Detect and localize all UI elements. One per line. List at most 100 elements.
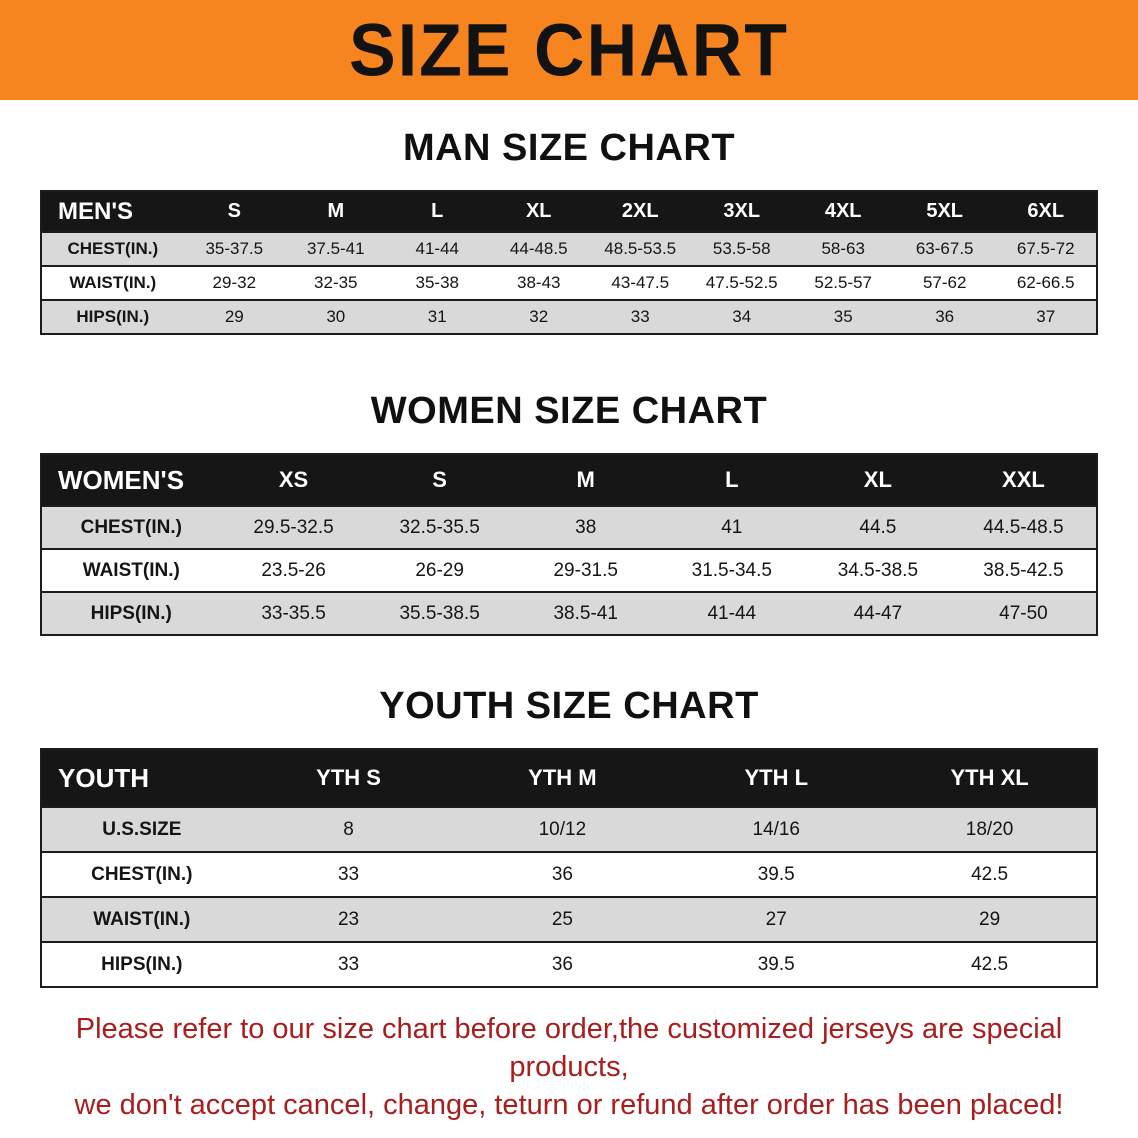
size-value-cell: 29-31.5 <box>512 548 659 592</box>
size-value-cell: 29-32 <box>183 265 286 300</box>
women-size-table: WOMEN'S XS S M L XL XXL CHEST(IN.) 29.5-32.5 32.5… <box>40 453 1098 636</box>
size-value-cell: 18/20 <box>883 806 1097 852</box>
disclaimer-line2: we don't accept cancel, change, teturn o… <box>74 1089 1064 1121</box>
size-value-cell: 32 <box>488 299 590 334</box>
size-value-cell: 31 <box>386 299 488 334</box>
size-column-header: YTH L <box>669 749 884 807</box>
size-value-cell: 29.5-32.5 <box>220 505 367 549</box>
table-title-cell: WOMEN'S <box>41 454 221 506</box>
size-value-cell: 33 <box>589 299 691 334</box>
size-value-cell: 32-35 <box>285 265 387 300</box>
women-size-chart-section: WOMEN SIZE CHART WOMEN'S XS S M L XL XXL CHEST(… <box>0 389 1138 636</box>
size-column-header: M <box>512 454 659 506</box>
measurement-row: WAIST(IN.) 23 25 27 29 <box>41 896 1097 942</box>
row-label: U.S.SIZE <box>41 806 242 852</box>
size-value-cell: 33 <box>241 851 456 897</box>
size-column-header: XXL <box>950 454 1097 506</box>
size-value-cell: 44.5-48.5 <box>950 505 1097 549</box>
measurement-row: CHEST(IN.) 33 36 39.5 42.5 <box>41 851 1097 897</box>
size-value-cell: 42.5 <box>883 851 1097 897</box>
size-value-cell: 23 <box>241 896 456 942</box>
measurement-row: CHEST(IN.) 35-37.5 37.5-41 41-44 44-48.5 48.5… <box>41 231 1097 266</box>
banner-title: SIZE CHART <box>349 8 789 92</box>
measurement-row: U.S.SIZE 8 10/12 14/16 18/20 <box>41 806 1097 852</box>
size-value-cell: 35-38 <box>386 265 488 300</box>
size-column-header: XL <box>488 191 590 232</box>
size-chart-banner: SIZE CHART <box>0 0 1138 100</box>
row-label: WAIST(IN.) <box>41 548 221 592</box>
row-label: CHEST(IN.) <box>41 505 221 549</box>
size-column-header: XS <box>220 454 367 506</box>
size-value-cell: 38.5-42.5 <box>950 548 1097 592</box>
size-value-cell: 53.5-58 <box>690 231 793 266</box>
size-value-cell: 47.5-52.5 <box>690 265 793 300</box>
size-value-cell: 43-47.5 <box>589 265 691 300</box>
size-value-cell: 29 <box>183 299 286 334</box>
size-value-cell: 37.5-41 <box>285 231 387 266</box>
size-value-cell: 44-47 <box>804 591 951 635</box>
size-value-cell: 25 <box>455 896 670 942</box>
size-value-cell: 30 <box>285 299 387 334</box>
size-column-header: 4XL <box>792 191 894 232</box>
size-value-cell: 38 <box>512 505 659 549</box>
table-title-cell: YOUTH <box>41 749 242 807</box>
size-value-cell: 36 <box>893 299 996 334</box>
size-value-cell: 32.5-35.5 <box>366 505 513 549</box>
size-value-cell: 31.5-34.5 <box>658 548 805 592</box>
table-title-cell: MEN'S <box>41 191 184 232</box>
size-column-header: 6XL <box>995 191 1097 232</box>
row-label: WAIST(IN.) <box>41 265 184 300</box>
size-column-header: 2XL <box>589 191 691 232</box>
size-value-cell: 47-50 <box>950 591 1097 635</box>
row-label: HIPS(IN.) <box>41 941 242 987</box>
size-value-cell: 42.5 <box>883 941 1097 987</box>
size-value-cell: 34.5-38.5 <box>804 548 951 592</box>
size-value-cell: 62-66.5 <box>995 265 1097 300</box>
size-column-header: M <box>285 191 387 232</box>
size-value-cell: 34 <box>690 299 793 334</box>
women-section-heading: WOMEN SIZE CHART <box>370 390 768 432</box>
men-table-holder: MEN'S S M L XL 2XL 3XL 4XL 5XL 6XL CHEST(IN.) 35-37… <box>0 190 1138 335</box>
size-value-cell: 58-63 <box>792 231 894 266</box>
men-size-table: MEN'S S M L XL 2XL 3XL 4XL 5XL 6XL CHEST(IN.) 35-37… <box>40 190 1098 335</box>
row-label: HIPS(IN.) <box>41 591 221 635</box>
measurement-row: WAIST(IN.) 29-32 32-35 35-38 38-43 43-47.5 47.… <box>41 265 1097 300</box>
size-value-cell: 36 <box>455 851 670 897</box>
size-value-cell: 37 <box>995 299 1097 334</box>
size-value-cell: 26-29 <box>366 548 513 592</box>
size-value-cell: 8 <box>241 806 456 852</box>
size-value-cell: 29 <box>883 896 1097 942</box>
size-value-cell: 33 <box>241 941 456 987</box>
size-value-cell: 48.5-53.5 <box>589 231 691 266</box>
size-column-header: S <box>366 454 513 506</box>
size-value-cell: 44.5 <box>804 505 951 549</box>
men-size-chart-section: MAN SIZE CHART MEN'S S M L XL 2XL 3XL 4XL 5XL 6XL… <box>0 126 1138 335</box>
size-column-header: 5XL <box>893 191 996 232</box>
size-value-cell: 14/16 <box>669 806 884 852</box>
measurement-row: CHEST(IN.) 29.5-32.5 32.5-35.5 38 41 44.5 44.5… <box>41 505 1097 549</box>
size-column-header: YTH S <box>241 749 456 807</box>
size-value-cell: 35-37.5 <box>183 231 286 266</box>
size-value-cell: 39.5 <box>669 941 884 987</box>
size-value-cell: 41-44 <box>658 591 805 635</box>
row-label: CHEST(IN.) <box>41 231 184 266</box>
size-column-header: L <box>386 191 488 232</box>
size-value-cell: 27 <box>669 896 884 942</box>
disclaimer-line1: Please refer to our size chart before or… <box>75 1013 1063 1083</box>
youth-size-table: YOUTH YTH S YTH M YTH L YTH XL U.S.SIZE 8 10/12… <box>40 748 1098 988</box>
size-value-cell: 38-43 <box>488 265 590 300</box>
row-label: WAIST(IN.) <box>41 896 242 942</box>
size-value-cell: 41-44 <box>386 231 488 266</box>
size-value-cell: 35.5-38.5 <box>366 591 513 635</box>
measurement-row: WAIST(IN.) 23.5-26 26-29 29-31.5 31.5-34.5 34… <box>41 548 1097 592</box>
row-label: HIPS(IN.) <box>41 299 184 334</box>
women-table-holder: WOMEN'S XS S M L XL XXL CHEST(IN.) 29.5-32.5 32.5… <box>0 453 1138 636</box>
size-value-cell: 52.5-57 <box>792 265 894 300</box>
size-column-header: L <box>658 454 805 506</box>
size-value-cell: 39.5 <box>669 851 884 897</box>
size-value-cell: 41 <box>658 505 805 549</box>
size-value-cell: 57-62 <box>893 265 996 300</box>
table-header-row: YOUTH YTH S YTH M YTH L YTH XL <box>41 749 1097 807</box>
youth-section-heading: YOUTH SIZE CHART <box>379 685 759 727</box>
men-section-heading: MAN SIZE CHART <box>402 127 736 169</box>
